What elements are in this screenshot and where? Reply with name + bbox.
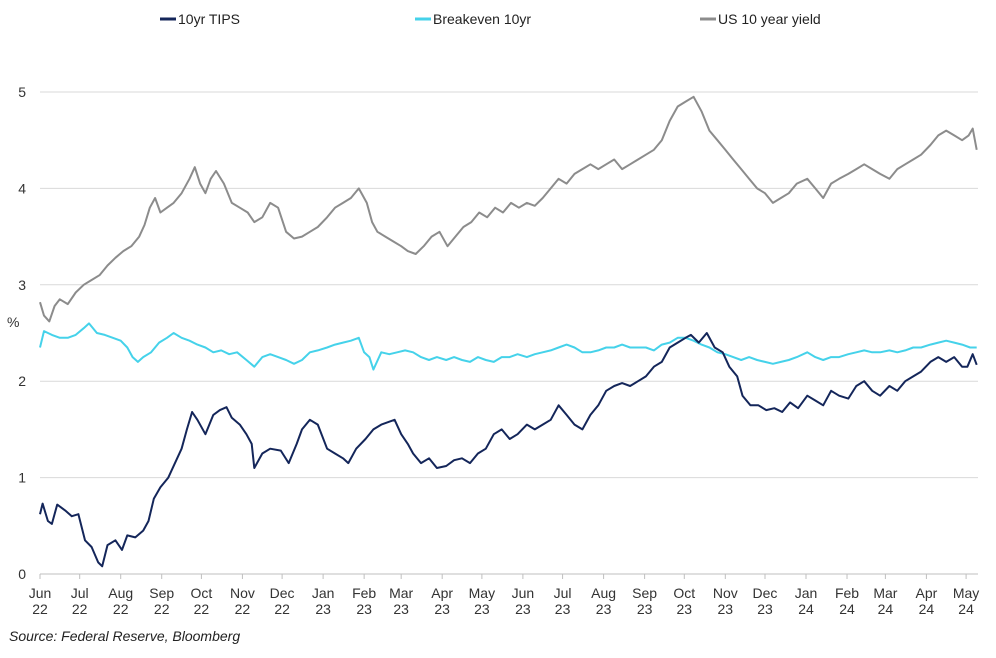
x-tick-month: Sep [632, 585, 657, 601]
x-tick-year: 23 [637, 601, 653, 617]
x-tick-year: 23 [718, 601, 734, 617]
x-tick-year: 22 [154, 601, 170, 617]
x-tick-year: 23 [434, 601, 450, 617]
x-tick-month: Feb [835, 585, 859, 601]
y-tick-label: 4 [18, 180, 26, 196]
x-tick-year: 24 [919, 601, 935, 617]
x-tick-month: May [953, 585, 979, 601]
x-tick-year: 24 [878, 601, 894, 617]
x-axis [39, 573, 978, 579]
x-tick-year: 23 [555, 601, 571, 617]
x-tick-month: Nov [713, 585, 738, 601]
x-tick-year: 23 [393, 601, 409, 617]
gridlines [40, 91, 978, 479]
series-line-2 [39, 95, 978, 323]
y-tick-label: 2 [18, 373, 26, 389]
x-tick-year: 24 [958, 601, 974, 617]
x-tick-year: 23 [757, 601, 773, 617]
x-tick-year: 23 [596, 601, 612, 617]
x-tick-month: Jun [512, 585, 535, 601]
x-tick-month: Aug [108, 585, 133, 601]
y-tick-label: 5 [18, 84, 26, 100]
x-tick-month: Nov [230, 585, 255, 601]
x-tick-month: Aug [591, 585, 616, 601]
x-tick-month: Jan [312, 585, 335, 601]
x-tick-year: 22 [194, 601, 210, 617]
x-tick-month: Dec [270, 585, 295, 601]
x-tick-month: Dec [753, 585, 778, 601]
y-tick-label: 1 [18, 470, 26, 486]
y-axis-label: % [7, 314, 19, 330]
x-tick-month: Jul [71, 585, 89, 601]
x-tick-year: 22 [72, 601, 88, 617]
x-tick-year: 22 [274, 601, 290, 617]
legend-label: US 10 year yield [718, 11, 821, 27]
y-tick-label: 0 [18, 566, 26, 582]
legend-label: 10yr TIPS [178, 11, 240, 27]
x-tick-year: 23 [515, 601, 531, 617]
x-tick-year: 23 [677, 601, 693, 617]
x-tick-month: Apr [431, 585, 453, 601]
x-tick-year: 22 [235, 601, 251, 617]
x-tick-labels: Jun22Jul22Aug22Sep22Oct22Nov22Dec22Jan23… [29, 585, 980, 617]
x-tick-month: Mar [389, 585, 413, 601]
x-tick-month: Jun [29, 585, 52, 601]
x-tick-year: 22 [113, 601, 129, 617]
x-tick-month: Mar [873, 585, 897, 601]
x-tick-year: 24 [839, 601, 855, 617]
x-tick-month: Jan [795, 585, 818, 601]
x-tick-month: Feb [352, 585, 376, 601]
x-tick-year: 24 [798, 601, 814, 617]
x-tick-month: Oct [191, 585, 213, 601]
series-lines [39, 95, 978, 568]
x-tick-year: 23 [474, 601, 490, 617]
source-note: Source: Federal Reserve, Bloomberg [9, 628, 241, 644]
x-tick-year: 23 [356, 601, 372, 617]
x-tick-month: Sep [149, 585, 174, 601]
x-tick-year: 23 [315, 601, 331, 617]
series-line-1 [39, 322, 977, 371]
x-tick-month: Apr [916, 585, 938, 601]
series-line-0 [39, 332, 978, 568]
x-tick-month: May [469, 585, 495, 601]
y-axis: 0 1 2 3 4 5 [18, 84, 26, 582]
legend: 10yr TIPS Breakeven 10yr US 10 year yield [160, 11, 821, 27]
x-tick-month: Jul [554, 585, 572, 601]
y-tick-label: 3 [18, 277, 26, 293]
legend-label: Breakeven 10yr [433, 11, 531, 27]
x-tick-month: Oct [673, 585, 695, 601]
x-tick-year: 22 [32, 601, 48, 617]
